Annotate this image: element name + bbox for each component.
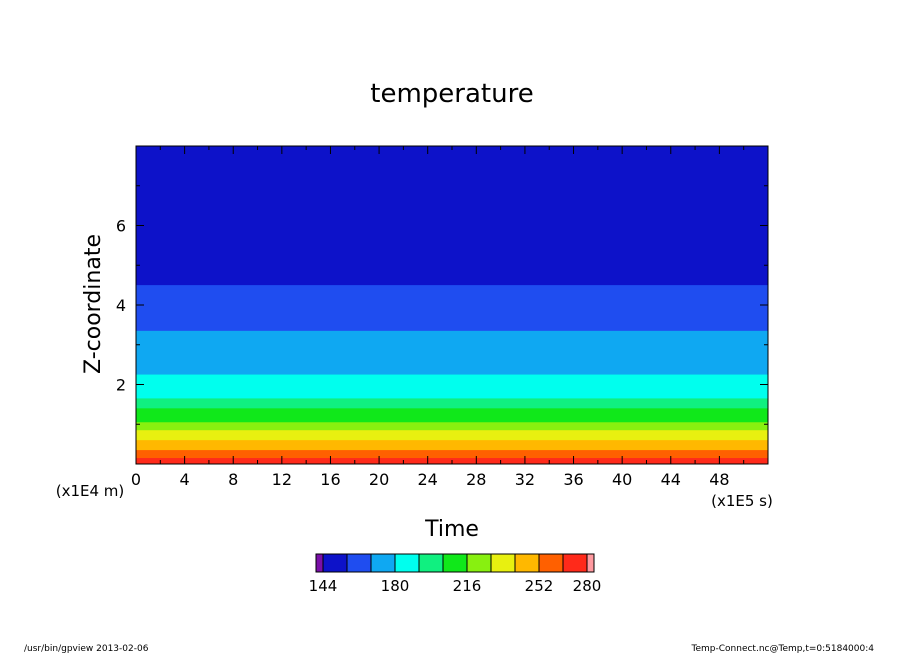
x-tick-label: 28 <box>466 470 486 489</box>
colorbar-labels: 144 180 216 252 280 <box>309 577 602 595</box>
y-tick-label: 6 <box>116 217 126 236</box>
x-tick-label: 16 <box>320 470 340 489</box>
colorbar-label: 216 <box>453 577 482 595</box>
colorbar-swatch <box>418 553 444 573</box>
x-tick-label: 36 <box>563 470 583 489</box>
y-tick-label: 4 <box>116 296 126 315</box>
colorbar-swatch <box>442 553 468 573</box>
colorbar <box>315 553 595 573</box>
colorbar-label: 180 <box>381 577 410 595</box>
x-tick-label: 12 <box>272 470 292 489</box>
x-unit-label: (x1E5 s) <box>711 492 773 510</box>
colorbar-label: 280 <box>573 577 602 595</box>
chart-title: temperature <box>370 79 533 109</box>
footer-left: /usr/bin/gpview 2013-02-06 <box>24 644 149 654</box>
axis-ticks <box>135 146 768 464</box>
x-tick-label: 48 <box>709 470 729 489</box>
y-axis-label: Z-coordinate <box>81 234 106 374</box>
colorbar-label: 144 <box>309 577 338 595</box>
y-tick-label: 2 <box>116 376 126 395</box>
x-tick-label: 4 <box>180 470 190 489</box>
colorbar-swatch <box>394 553 420 573</box>
colorbar-swatch <box>370 553 396 573</box>
colorbar-swatch <box>562 553 588 573</box>
colorbar-swatch <box>538 553 564 573</box>
colorbar-swatch <box>490 553 516 573</box>
colorbar-swatch <box>315 553 324 573</box>
x-tick-label: 0 <box>131 470 141 489</box>
colorbar-swatch <box>346 553 372 573</box>
x-tick-label: 24 <box>418 470 438 489</box>
colorbar-swatch <box>586 553 595 573</box>
colorbar-swatch <box>466 553 492 573</box>
x-tick-label: 32 <box>515 470 535 489</box>
x-tick-label: 40 <box>612 470 632 489</box>
colorbar-swatch <box>514 553 540 573</box>
x-tick-label: 44 <box>661 470 681 489</box>
x-tick-label: 8 <box>228 470 238 489</box>
footer-right: Temp-Connect.nc@Temp,t=0:5184000:4 <box>691 644 875 654</box>
y-unit-label: (x1E4 m) <box>56 482 125 500</box>
colorbar-swatch <box>322 553 348 573</box>
colorbar-label: 252 <box>525 577 554 595</box>
plot-area <box>136 146 768 464</box>
x-axis-label: Time <box>424 517 479 542</box>
x-tick-label: 20 <box>369 470 389 489</box>
